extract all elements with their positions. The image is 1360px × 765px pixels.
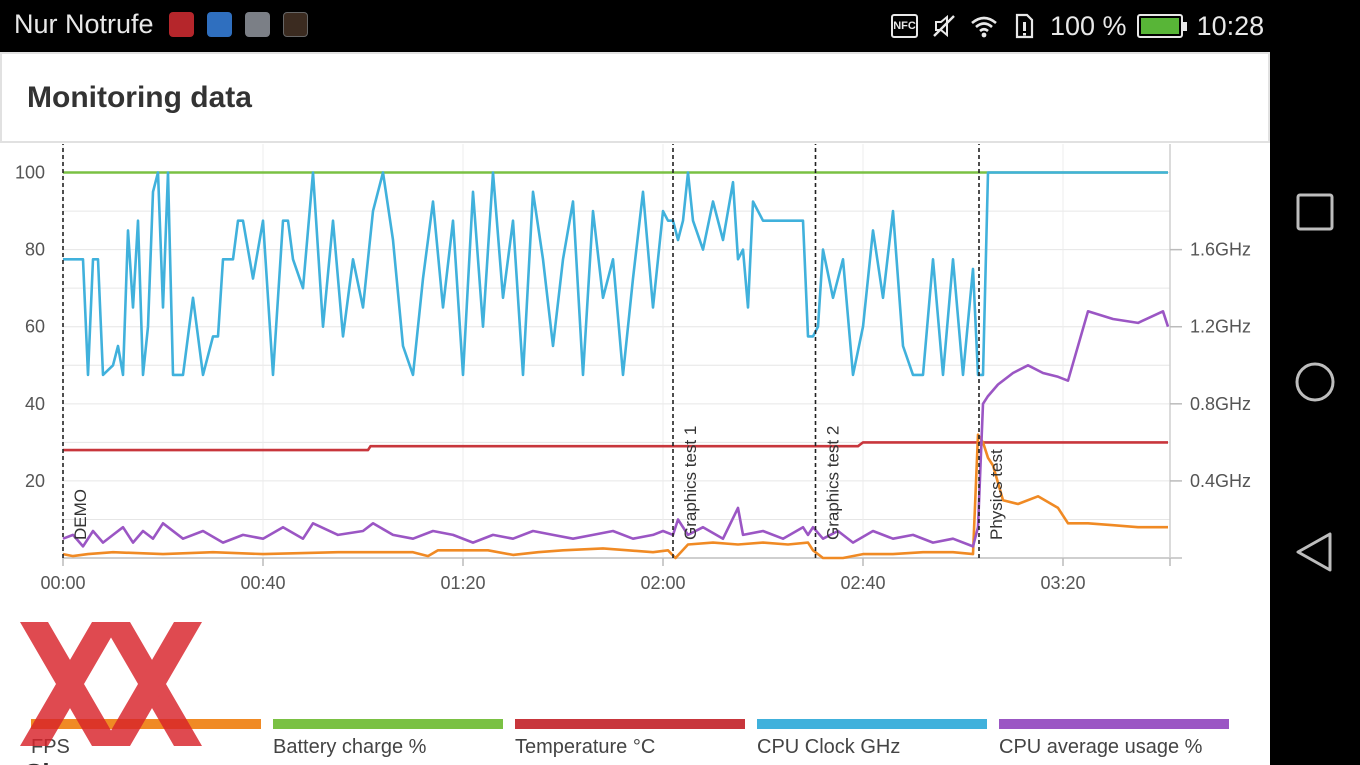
home-button[interactable] — [1294, 361, 1336, 403]
legend-item-temperature[interactable]: Temperature °C — [515, 719, 745, 765]
chart-canvas: 00:00 00:40 01:20 02:00 02:40 03:20 20 40 60 80 10… — [15, 144, 1251, 593]
x-tick-label: 00:40 — [240, 573, 285, 593]
legend-swatch — [999, 719, 1229, 729]
legend-item-cpu_usage[interactable]: CPU average usage % — [999, 719, 1229, 765]
y-tick-label-left: 100 — [15, 163, 45, 183]
legend-label: CPU Clock GHz — [757, 736, 901, 758]
y-tick-label-right: 0.8GHz — [1190, 394, 1251, 414]
legend-swatch — [31, 719, 261, 729]
x-tick-label: 02:00 — [640, 573, 685, 593]
legend-item-battery[interactable]: Battery charge % — [273, 719, 503, 765]
battery-icon — [1136, 14, 1187, 38]
legend-swatch — [273, 719, 503, 729]
nav-bar — [1270, 0, 1360, 765]
health-icon — [207, 12, 232, 37]
legend-item-cpu_clock[interactable]: CPU Clock GHz — [757, 719, 987, 765]
header: Monitoring data — [0, 52, 1270, 143]
antutu-icon — [169, 12, 194, 37]
x-tick-label: 03:20 — [1040, 573, 1085, 593]
recents-button[interactable] — [1294, 191, 1336, 233]
carrier-text: Nur Notrufe — [14, 9, 154, 39]
monitoring-chart: 00:00 00:40 01:20 02:00 02:40 03:20 20 40 60 80 10… — [0, 144, 1270, 765]
notification-icons — [169, 12, 308, 37]
marker-label: Physics test — [987, 449, 1006, 540]
clock: 10:28 — [1196, 10, 1265, 41]
sim-icon — [1015, 13, 1034, 39]
section-heading: Sl — [25, 758, 50, 765]
legend-label: Temperature °C — [515, 736, 656, 758]
y-tick-label-right: 0.4GHz — [1190, 471, 1251, 491]
watermark-logo — [20, 622, 202, 746]
x-tick-label: 00:00 — [40, 573, 85, 593]
back-button[interactable] — [1294, 531, 1336, 573]
legend-label: Battery charge % — [273, 736, 427, 758]
legend-swatch — [757, 719, 987, 729]
battery-percent: 100 % — [1050, 10, 1127, 41]
status-bar: Nur Notrufe NFC 100 % 10:28 — [0, 0, 1270, 52]
legend-label: CPU average usage % — [999, 736, 1203, 758]
wifi-icon — [971, 16, 997, 38]
series-temperature-line — [63, 441, 1168, 452]
page-title: Monitoring data — [27, 81, 252, 114]
y-tick-label-left: 20 — [25, 471, 45, 491]
system-icons: NFC 100 % 10:28 — [891, 9, 1264, 43]
swift-icon — [283, 12, 308, 37]
app-content: Monitoring data 00:00 00:40 01:20 02:00 02:4… — [0, 52, 1270, 765]
series-fps-line — [62, 433, 1168, 560]
y-tick-label-left: 60 — [25, 317, 45, 337]
y-tick-label-right: 1.2GHz — [1190, 317, 1251, 337]
y-tick-label-left: 40 — [25, 394, 45, 414]
legend-swatch — [515, 719, 745, 729]
marker-label: DEMO — [71, 489, 90, 540]
marker-label: Graphics test 2 — [824, 426, 843, 540]
x-tick-label: 01:20 — [440, 573, 485, 593]
y-tick-label-right: 1.6GHz — [1190, 240, 1251, 260]
series-cpu_clock-line — [63, 171, 1168, 377]
y-tick-label-left: 80 — [25, 240, 45, 260]
x-tick-label: 02:40 — [840, 573, 885, 593]
gallery-icon — [245, 12, 270, 37]
marker-label: Graphics test 1 — [681, 426, 700, 540]
mute-icon — [933, 14, 955, 38]
series-cpu_usage-line — [62, 310, 1170, 548]
nfc-icon: NFC — [891, 14, 918, 38]
